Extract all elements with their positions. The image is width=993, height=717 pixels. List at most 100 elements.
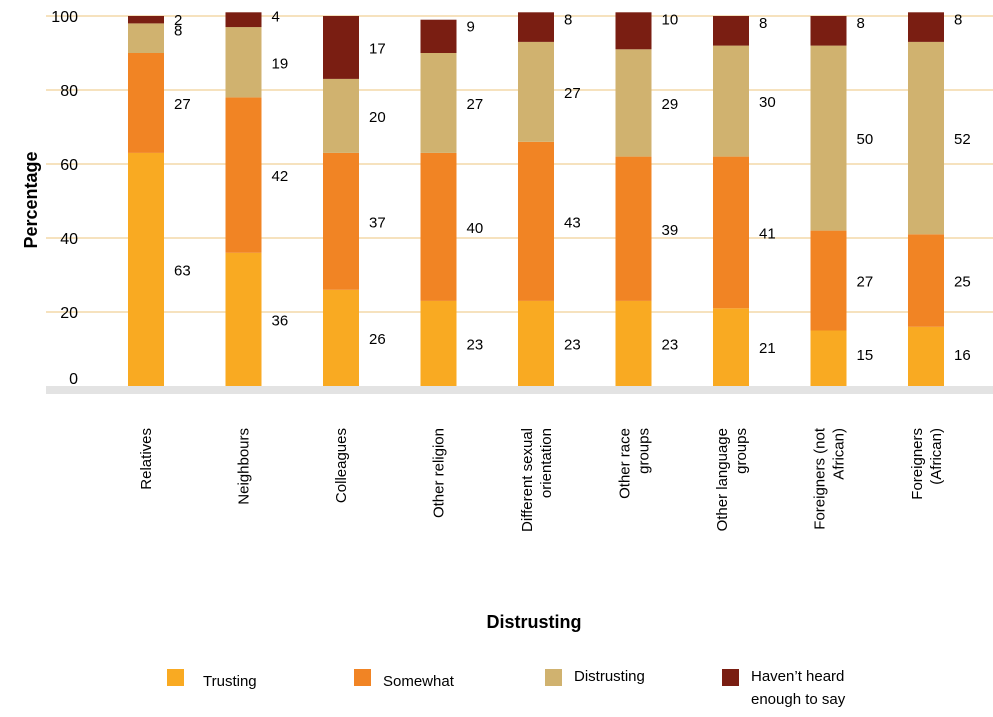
data-label-different-sexual-orientation-haven-t-heard-enough-to-say: 8	[564, 11, 572, 28]
data-label-different-sexual-orientation-distrusting: 27	[564, 85, 581, 102]
bar-other-language-groups-distrusting	[713, 45, 749, 157]
data-label-foreigners-african-haven-t-heard-enough-to-say: 8	[954, 11, 962, 28]
x-tick-label-neighbours: Neighbours	[236, 428, 253, 505]
y-tick-label-100: 100	[51, 9, 78, 26]
data-label-other-language-groups-haven-t-heard-enough-to-say: 8	[759, 15, 767, 32]
bar-neighbours-trusting	[225, 252, 262, 386]
y-tick-label-20: 20	[60, 305, 78, 322]
legend-swatch-haven-t-heard-enough-to-say	[722, 669, 739, 686]
data-label-other-religion-somewhat: 40	[467, 220, 484, 237]
bar-neighbours-haven-t-heard-enough-to-say	[225, 12, 262, 28]
data-label-relatives-somewhat: 27	[174, 96, 191, 113]
bar-other-religion-distrusting	[420, 53, 457, 153]
x-tick-label-relatives: Relatives	[138, 428, 155, 490]
data-label-foreigners-african-distrusting: 52	[954, 131, 971, 148]
data-label-foreigners-not-african-trusting: 15	[857, 347, 874, 364]
bar-other-race-groups-trusting	[615, 300, 652, 386]
data-label-neighbours-distrusting: 19	[272, 55, 289, 72]
bar-relatives-somewhat	[128, 53, 164, 153]
bar-colleagues-distrusting	[323, 78, 359, 153]
x-tick-label-colleagues: Colleagues	[333, 428, 350, 503]
bar-relatives-haven-t-heard-enough-to-say	[128, 16, 164, 24]
bar-foreigners-african-trusting	[908, 326, 944, 386]
data-label-relatives-haven-t-heard-enough-to-say: 2	[174, 12, 182, 29]
bar-other-language-groups-haven-t-heard-enough-to-say	[713, 16, 749, 46]
bar-different-sexual-orientation-trusting	[518, 300, 554, 386]
y-axis-title: Percentage	[21, 151, 41, 248]
y-tick-label-80: 80	[60, 83, 78, 100]
bar-different-sexual-orientation-somewhat	[518, 141, 554, 301]
legend-label-distrusting: Distrusting	[574, 668, 645, 685]
data-label-foreigners-african-somewhat: 25	[954, 274, 971, 291]
data-label-colleagues-distrusting: 20	[369, 109, 386, 126]
bar-relatives-trusting	[128, 152, 164, 386]
data-label-neighbours-trusting: 36	[272, 312, 289, 329]
bar-other-language-groups-trusting	[713, 308, 749, 386]
bar-other-religion-trusting	[420, 300, 457, 386]
x-axis-title: Distrusting	[486, 612, 581, 632]
data-label-other-race-groups-haven-t-heard-enough-to-say: 10	[662, 11, 679, 28]
bar-foreigners-not-african-haven-t-heard-enough-to-say	[810, 16, 847, 46]
data-label-other-language-groups-trusting: 21	[759, 340, 776, 357]
data-label-relatives-distrusting: 8	[174, 22, 182, 39]
legend-label-haven-t-heard-enough-to-say: Haven’t heard enough to say	[751, 668, 846, 708]
data-label-different-sexual-orientation-trusting: 23	[564, 336, 581, 353]
x-tick-label-foreigners-not-african: Foreigners (not African)	[812, 427, 848, 530]
x-tick-label-other-language-groups: Other language groups	[714, 428, 750, 531]
legend-label-somewhat: Somewhat	[383, 673, 455, 690]
bar-foreigners-african-distrusting	[908, 41, 944, 235]
bar-foreigners-african-somewhat	[908, 234, 944, 327]
data-label-colleagues-somewhat: 37	[369, 214, 386, 231]
data-label-other-religion-trusting: 23	[467, 336, 484, 353]
data-label-other-race-groups-distrusting: 29	[662, 96, 679, 113]
y-tick-label-40: 40	[60, 231, 78, 248]
data-label-neighbours-haven-t-heard-enough-to-say: 4	[272, 8, 280, 25]
y-tick-label-60: 60	[60, 157, 78, 174]
bar-neighbours-somewhat	[225, 97, 262, 253]
bar-colleagues-trusting	[323, 289, 359, 386]
x-tick-label-other-religion: Other religion	[431, 428, 448, 518]
bar-other-race-groups-haven-t-heard-enough-to-say	[615, 12, 652, 50]
bar-foreigners-african-haven-t-heard-enough-to-say	[908, 12, 944, 42]
bar-other-race-groups-distrusting	[615, 49, 652, 157]
data-label-other-race-groups-trusting: 23	[662, 336, 679, 353]
bar-foreigners-not-african-distrusting	[810, 45, 847, 231]
data-label-foreigners-not-african-somewhat: 27	[857, 274, 874, 291]
x-tick-label-different-sexual-orientation: Different sexual orientation	[519, 428, 555, 532]
legend-swatch-trusting	[167, 669, 184, 686]
bar-other-race-groups-somewhat	[615, 156, 652, 301]
legend-swatch-somewhat	[354, 669, 371, 686]
x-tick-label-other-race-groups: Other race groups	[617, 428, 653, 499]
bar-colleagues-somewhat	[323, 152, 359, 290]
data-label-colleagues-trusting: 26	[369, 331, 386, 348]
data-label-other-religion-distrusting: 27	[467, 96, 484, 113]
y-tick-label-0: 0	[69, 371, 78, 388]
bar-foreigners-not-african-somewhat	[810, 230, 847, 331]
bar-colleagues-haven-t-heard-enough-to-say	[323, 16, 359, 79]
bar-relatives-distrusting	[128, 23, 164, 53]
data-label-other-language-groups-distrusting: 30	[759, 94, 776, 111]
x-tick-label-foreigners-african: Foreigners (African)	[909, 428, 945, 500]
bar-different-sexual-orientation-distrusting	[518, 41, 554, 142]
legend-swatch-distrusting	[545, 669, 562, 686]
data-label-relatives-trusting: 63	[174, 262, 191, 279]
data-label-different-sexual-orientation-somewhat: 43	[564, 214, 581, 231]
data-label-foreigners-not-african-distrusting: 50	[857, 131, 874, 148]
legend-label-trusting: Trusting	[203, 673, 257, 690]
data-label-colleagues-haven-t-heard-enough-to-say: 17	[369, 40, 386, 57]
data-label-neighbours-somewhat: 42	[272, 168, 289, 185]
bar-other-religion-somewhat	[420, 152, 457, 301]
bar-different-sexual-orientation-haven-t-heard-enough-to-say	[518, 12, 554, 42]
bar-foreigners-not-african-trusting	[810, 330, 847, 386]
data-label-other-language-groups-somewhat: 41	[759, 225, 776, 242]
bar-other-religion-haven-t-heard-enough-to-say	[420, 19, 457, 53]
x-axis-baseline	[46, 386, 993, 394]
data-label-other-race-groups-somewhat: 39	[662, 222, 679, 239]
bar-other-language-groups-somewhat	[713, 156, 749, 309]
data-label-foreigners-african-trusting: 16	[954, 347, 971, 364]
data-label-foreigners-not-african-haven-t-heard-enough-to-say: 8	[857, 15, 865, 32]
data-label-other-religion-haven-t-heard-enough-to-say: 9	[467, 19, 475, 36]
bar-neighbours-distrusting	[225, 27, 262, 98]
